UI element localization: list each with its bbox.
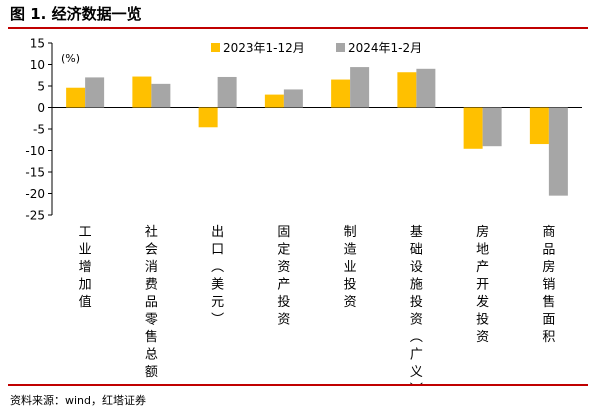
y-tick-label: -10 (25, 144, 45, 158)
x-category-label: 固定资产投资 (277, 225, 290, 328)
figure-title: 图 1. 经济数据一览 (10, 5, 142, 23)
x-category-label: 制造业投资 (344, 225, 357, 310)
top-rule (8, 27, 588, 29)
bar-chart: (%) 2023年1-12月 2024年1-2月 15 10 5 0 -5 -10 -15 -2… (25, 37, 582, 384)
y-tick-label: -15 (25, 166, 45, 180)
bar-2024-6 (416, 68, 436, 108)
source-note: 资料来源：wind，红塔证券 (10, 394, 147, 407)
legend-swatch-2 (336, 43, 345, 52)
bar-2023-2 (132, 76, 152, 108)
x-category-label: 出口︵美元︶ (211, 225, 224, 328)
bar-2023-3 (198, 107, 218, 128)
y-tick-label: -20 (25, 187, 45, 201)
bar-2024-2 (151, 83, 171, 108)
bar-2023-8 (529, 107, 549, 145)
x-category-label: 工业增加值 (79, 225, 92, 310)
y-tick-label: -25 (25, 209, 45, 223)
x-category-label: 房地产开发投资 (476, 224, 489, 345)
bar-2023-4 (264, 94, 284, 108)
y-tick-label: 10 (30, 58, 45, 72)
bar-2024-4 (283, 89, 303, 108)
bar-2024-3 (217, 76, 237, 108)
x-category-label: 商品房销售面积 (542, 225, 555, 345)
y-tick-label: 0 (37, 101, 45, 115)
bottom-rule (8, 384, 588, 386)
y-tick-label: -5 (33, 123, 45, 137)
bar-2024-7 (482, 107, 502, 147)
bar-2023-6 (397, 72, 417, 108)
legend-swatch-1 (211, 43, 220, 52)
x-axis-labels: 工业增加值 社会消费品零售总额 出口︵美元︶ 固定资产投资 制造业投资 基础设施投资︵广义… (79, 224, 556, 384)
legend-label-1: 2023年1-12月 (223, 41, 305, 55)
bars (66, 67, 568, 196)
legend-label-2: 2024年1-2月 (348, 41, 422, 55)
x-category-label: 基础设施投资︵广义︶ (410, 225, 423, 384)
bar-2023-1 (66, 87, 86, 108)
bar-2024-5 (350, 67, 370, 108)
legend: 2023年1-12月 2024年1-2月 (211, 41, 422, 55)
y-tick-label: 5 (37, 80, 45, 94)
x-category-label: 社会消费品零售总额 (145, 224, 158, 380)
unit-label: (%) (61, 52, 80, 65)
bar-2024-8 (548, 107, 568, 196)
bar-2023-7 (463, 107, 483, 149)
y-tick-label: 15 (30, 37, 45, 51)
bar-2024-1 (85, 77, 105, 108)
bar-2023-5 (331, 79, 351, 108)
